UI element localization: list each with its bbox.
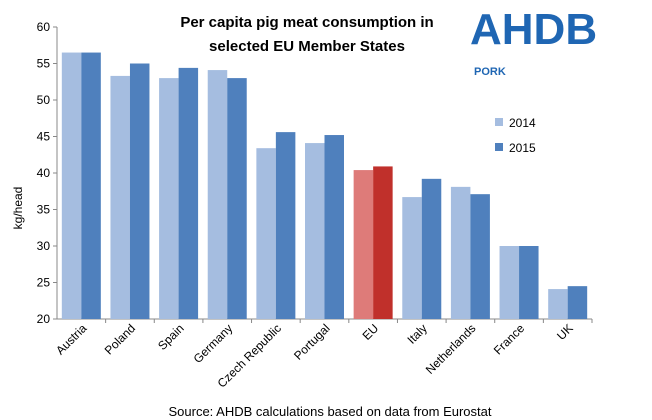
bar-uk-2014 [548, 289, 568, 319]
bar-poland-2015 [129, 63, 150, 319]
chart-title-line-1: Per capita pig meat consumption in [180, 14, 433, 31]
ahdb-logo: AHDB PORK [470, 5, 597, 78]
legend-swatch-2015 [495, 143, 503, 151]
bar-italy-2015 [421, 178, 442, 319]
x-tick-label: Italy [404, 321, 429, 346]
logo-sub-text: PORK [474, 66, 506, 78]
bar-uk-2015 [567, 286, 588, 319]
y-tick-label: 25 [37, 276, 51, 290]
bars [61, 52, 588, 320]
y-tick-label: 50 [37, 93, 51, 107]
bar-germany-2015 [227, 78, 247, 319]
bar-czech-republic-2014 [256, 148, 276, 319]
bar-germany-2014 [207, 70, 228, 319]
x-tick-label: Germany [191, 321, 236, 366]
x-tick-label: Netherlands [423, 321, 479, 377]
y-tick-label: 40 [37, 166, 51, 180]
y-tick-label: 20 [37, 312, 51, 326]
bar-austria-2015 [81, 52, 101, 320]
bar-netherlands-2014 [450, 186, 471, 319]
legend-label-2015: 2015 [509, 141, 536, 155]
y-tick-label: 30 [37, 239, 51, 253]
y-ticks: 20 25 30 35 40 45 50 55 60 [37, 20, 57, 326]
bar-spain-2015 [178, 67, 199, 319]
x-tick-label: France [491, 321, 528, 358]
bar-portugal-2014 [305, 143, 325, 319]
logo-main-text: AHDB [470, 5, 597, 54]
bar-france-2014 [499, 246, 520, 319]
bar-portugal-2015 [324, 135, 344, 319]
x-tick-label: Austria [53, 321, 90, 358]
y-tick-label: 55 [37, 57, 51, 71]
bar-eu-2015 [373, 166, 393, 319]
bar-netherlands-2015 [470, 194, 490, 319]
bar-poland-2014 [110, 75, 130, 319]
y-tick-label: 35 [37, 203, 51, 217]
x-tick-label: EU [360, 321, 382, 343]
legend: 2014 2015 [495, 116, 536, 155]
y-axis-label: kg/head [11, 187, 25, 230]
x-tick-label: Spain [155, 321, 187, 353]
source-note: Source: AHDB calculations based on data … [168, 404, 491, 419]
bar-czech-republic-2015 [275, 132, 296, 319]
bar-italy-2014 [402, 197, 422, 319]
y-tick-label: 45 [37, 130, 51, 144]
bar-austria-2014 [61, 52, 82, 320]
bar-france-2015 [519, 246, 539, 319]
legend-label-2014: 2014 [509, 116, 536, 130]
chart-title-line-2: selected EU Member States [209, 38, 405, 55]
bar-eu-2014 [353, 170, 374, 319]
y-tick-label: 60 [37, 20, 51, 34]
x-tick-label: Poland [102, 321, 138, 357]
x-tick-label: Portugal [291, 321, 333, 363]
legend-swatch-2014 [495, 118, 503, 126]
bar-spain-2014 [159, 78, 179, 319]
x-tick-label: UK [554, 321, 576, 343]
